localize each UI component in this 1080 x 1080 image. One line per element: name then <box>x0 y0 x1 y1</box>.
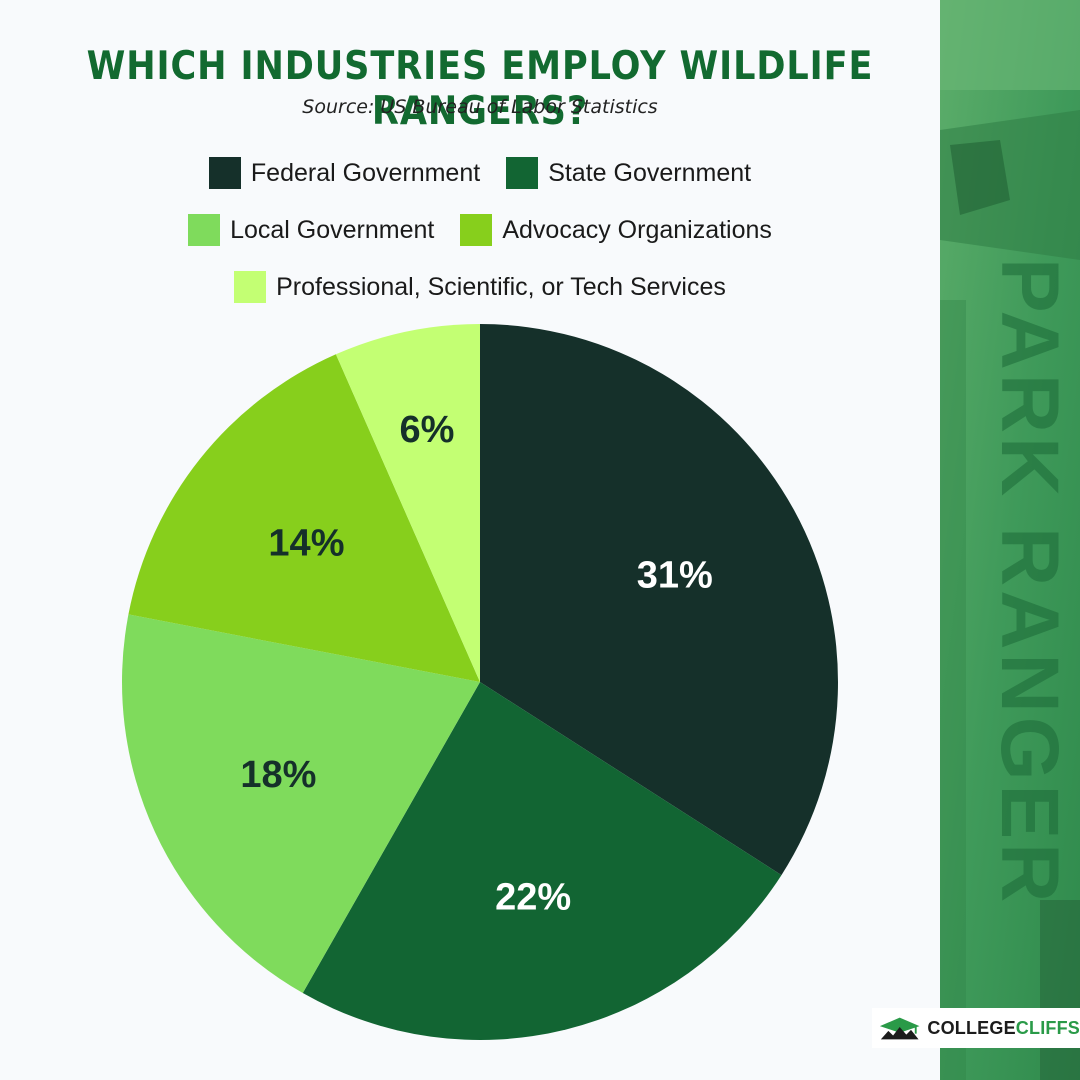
legend-item-local: Local Government <box>188 214 434 246</box>
pie-slice-federal <box>480 324 839 876</box>
chart-subtitle: Source: US Bureau of Labor Statistics <box>302 96 658 118</box>
legend-label-advocacy: Advocacy Organizations <box>502 215 772 244</box>
brand-logo: COLLEGECLIFFS <box>872 1008 1080 1048</box>
pie-slice-advocacy <box>128 354 480 682</box>
legend-label-state: State Government <box>548 158 752 187</box>
pie-label-state: 22% <box>495 877 571 919</box>
legend-swatch-state <box>506 157 539 189</box>
pie-label-federal: 31% <box>637 554 713 596</box>
side-banner-text: PARK RANGER <box>984 258 1075 906</box>
legend-row-1: Federal Government State Government <box>0 157 960 189</box>
legend-label-local: Local Government <box>230 215 435 244</box>
pie-label-advocacy: 14% <box>268 523 344 565</box>
pie-slice-state <box>302 682 782 1040</box>
pie-label-professional: 6% <box>400 409 455 451</box>
pie-slice-professional <box>335 324 480 682</box>
legend-row-2: Local Government Advocacy Organizations <box>0 214 960 246</box>
legend-item-state: State Government <box>506 157 751 189</box>
legend-swatch-professional <box>234 271 267 303</box>
side-banner: PARK RANGER <box>940 0 1080 1080</box>
pie-label-local: 18% <box>240 754 316 796</box>
legend-swatch-federal <box>208 157 241 189</box>
mountain-cap-icon <box>879 1017 920 1040</box>
pie-slice-local <box>121 614 480 994</box>
brand-name-part1: COLLEGE <box>927 1017 1016 1038</box>
side-banner-art: PARK RANGER <box>940 0 1080 1080</box>
legend-item-advocacy: Advocacy Organizations <box>460 214 772 246</box>
legend-swatch-local <box>188 214 221 246</box>
brand-name-part2: CLIFFS <box>1015 1017 1080 1038</box>
legend-row-3: Professional, Scientific, or Tech Servic… <box>0 271 960 303</box>
legend-swatch-advocacy <box>460 214 493 246</box>
legend-item-federal: Federal Government <box>208 157 481 189</box>
brand-name: COLLEGECLIFFS <box>927 1018 1080 1039</box>
legend-item-professional: Professional, Scientific, or Tech Servic… <box>234 271 726 303</box>
chart-title: WHICH INDUSTRIES EMPLOY WILDLIFE RANGERS… <box>86 44 874 134</box>
legend-label-federal: Federal Government <box>250 158 481 187</box>
legend-label-professional: Professional, Scientific, or Tech Servic… <box>276 272 726 301</box>
